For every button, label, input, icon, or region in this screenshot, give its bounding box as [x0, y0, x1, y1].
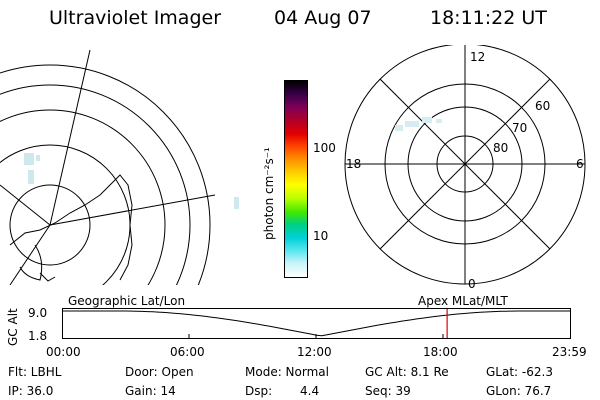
geographic-map [0, 49, 239, 285]
lat-circle [0, 144, 131, 285]
mlat-label-70: 70 [512, 121, 527, 135]
lon-line [0, 184, 51, 226]
lon-line [9, 224, 51, 285]
mlat-label-60: 60 [535, 99, 550, 113]
date-label: 04 Aug 07 [274, 7, 372, 29]
colorbar-tick-10: 10 [313, 229, 329, 243]
coastline [9, 174, 133, 281]
glat-status: GLat: -62.3 [486, 365, 553, 379]
filter-status: Flt: LBHL [8, 365, 62, 379]
lat-circle [0, 84, 191, 285]
timeline-xtick-0600: 06:00 [170, 345, 205, 359]
lat-circle [0, 64, 211, 285]
mlt-label-12: 12 [470, 50, 485, 64]
timeline-xtick-2359: 23:59 [552, 345, 587, 359]
lon-line [49, 49, 91, 226]
aurora-patch [24, 153, 239, 209]
timeline-ylabel: GC Alt [6, 308, 20, 346]
mlt-line-diag [379, 78, 551, 250]
mlt-label-0: 0 [468, 277, 476, 291]
timeline-ytick-bottom: 1.8 [28, 329, 48, 343]
lon-line [49, 194, 216, 226]
timeline-xtick-1800: 18:00 [423, 345, 458, 359]
x-tick-marks [188, 334, 444, 339]
dsp-value: 4.4 [300, 384, 320, 398]
seq-status: Seq: 39 [365, 384, 411, 398]
mlt-label-18: 18 [346, 157, 361, 171]
mode-status: Mode: Normal [245, 365, 329, 379]
gain-status: Gain: 14 [125, 384, 176, 398]
mlat-label-80: 80 [493, 141, 508, 155]
timeline-xtick-0000: 00:00 [46, 345, 81, 359]
gc-alt-status: GC Alt: 8.1 Re [365, 365, 449, 379]
door-status: Door: Open [125, 365, 194, 379]
geographic-map-label: Geographic Lat/Lon [68, 294, 186, 308]
apex-map-label: Apex MLat/MLT [418, 294, 508, 308]
polar-mlt-map: 12 18 6 0 60 70 80 [344, 45, 586, 291]
dsp-label: Dsp: [245, 384, 273, 398]
coastline [19, 244, 43, 281]
colorbar-unit-label: photon cm⁻²s⁻¹ [262, 147, 276, 240]
coastline [39, 272, 56, 282]
mlt-label-6: 6 [576, 157, 584, 171]
instrument-title: Ultraviolet Imager [49, 7, 222, 29]
timeline-ytick-top: 9.0 [28, 306, 48, 320]
time-label: 18:11:22 UT [430, 7, 547, 29]
colorbar-tick-100: 100 [313, 141, 336, 155]
glon-status: GLon: 76.7 [486, 384, 552, 398]
lat-circle [0, 109, 166, 285]
colorbar [284, 80, 308, 278]
aurora-oval [395, 117, 442, 131]
timeline-xtick-1200: 12:00 [297, 345, 332, 359]
orbit-altitude-plot[interactable] [62, 308, 572, 342]
orbit-altitude-curve [63, 310, 570, 337]
lat-circle [9, 184, 91, 266]
ip-status: IP: 36.0 [8, 384, 54, 398]
